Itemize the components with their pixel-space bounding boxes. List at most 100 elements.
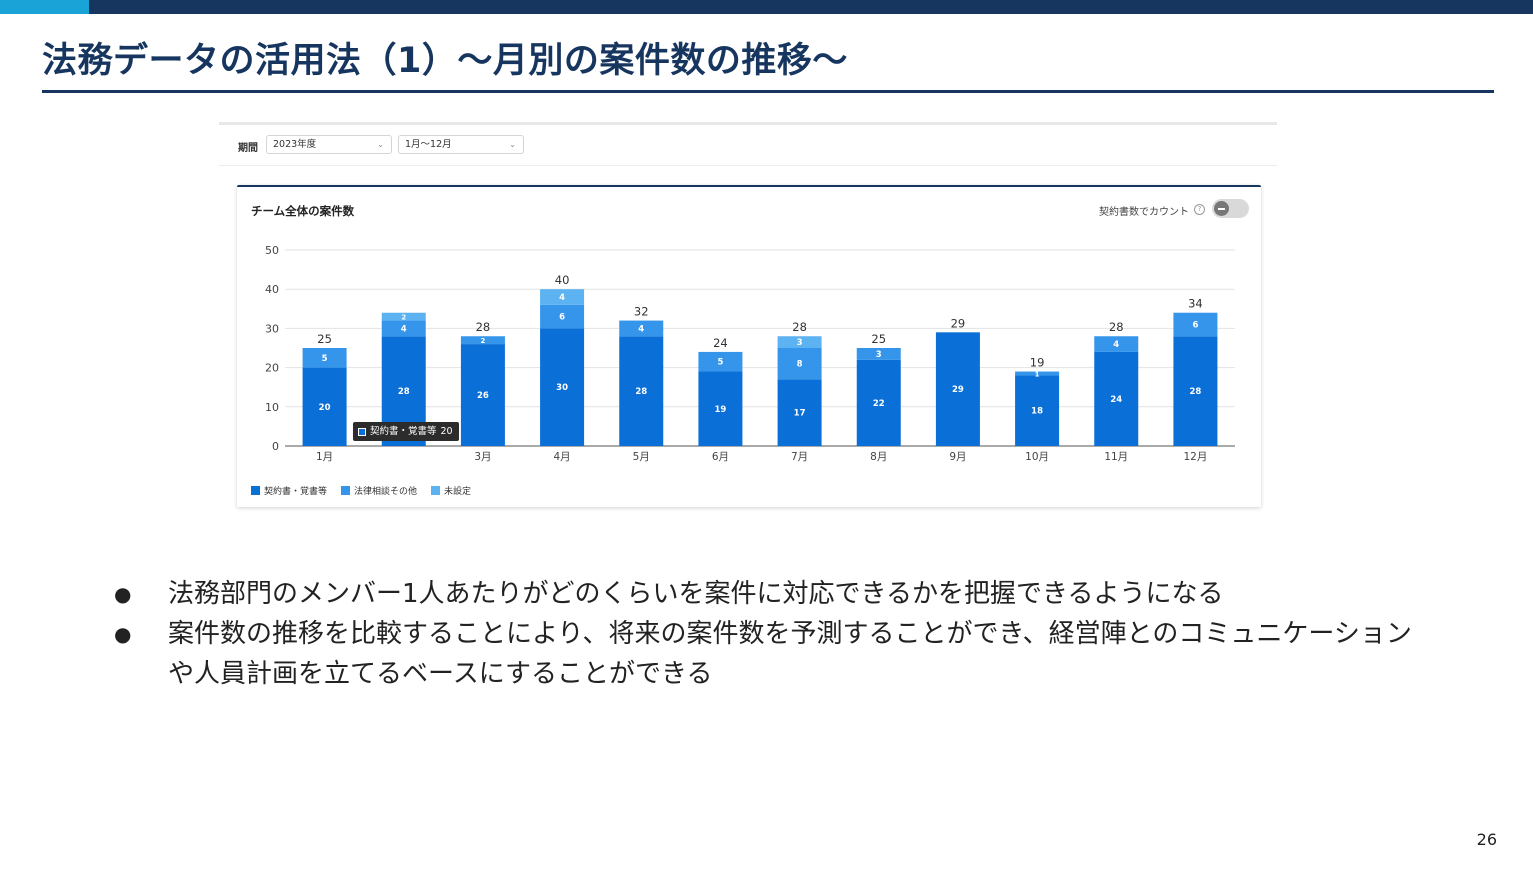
month-range-select[interactable]: 1月～12月 ⌄ (398, 135, 524, 154)
x-tick-label: 3月 (474, 451, 491, 463)
bar-value-label: 6 (559, 313, 565, 323)
legend-swatch (431, 486, 441, 495)
bar-segment (1015, 375, 1060, 446)
bar-segment (302, 348, 347, 368)
contract-count-toggle[interactable] (1212, 199, 1249, 218)
title-underline (42, 90, 1494, 93)
bar-segment (1173, 336, 1218, 446)
bar-value-label: 4 (1113, 340, 1119, 350)
chevron-down-icon: ⌄ (509, 140, 516, 149)
x-tick-label: 4月 (553, 451, 570, 463)
bar-segment (777, 336, 822, 348)
bar-segment (1094, 351, 1139, 446)
x-tick-label: 5月 (633, 451, 650, 463)
bar-segment (381, 312, 426, 321)
tooltip-label: 契約書・覚書等 (370, 426, 437, 437)
x-tick-label: 12月 (1183, 451, 1207, 463)
bar-segment (460, 336, 505, 345)
bar-segment (856, 348, 901, 360)
bar-total-label: 28 (792, 320, 807, 334)
bar-segment (777, 379, 822, 446)
bar-value-label: 4 (401, 324, 407, 334)
bar-value-label: 28 (398, 387, 410, 397)
page-number: 26 (1476, 830, 1497, 849)
bar-total-label: 25 (871, 332, 886, 346)
bar-value-label: 5 (717, 358, 723, 368)
chart-card: チーム全体の案件数 契約書数でカウント ? 0 10 20 30 40 50 20 5 25 1月… (237, 185, 1261, 507)
top-bar (89, 0, 1533, 14)
bar-value-label: 4 (638, 324, 644, 334)
bar-segment (540, 289, 585, 305)
legend-item[interactable]: 未設定 (431, 484, 471, 497)
contract-count-toggle-label: 契約書数でカウント (1099, 207, 1189, 218)
y-tick-label: 50 (265, 244, 279, 257)
bar-value-label: 24 (1110, 395, 1122, 405)
bar-value-label: 2 (480, 337, 485, 345)
bar-value-label: 5 (322, 354, 328, 364)
bar-value-label: 28 (635, 387, 647, 397)
bar-total-label: 40 (555, 273, 570, 287)
dashboard-screenshot: 期間 2023年度 ⌄ 1月～12月 ⌄ チーム全体の案件数 契約書数でカウント… (219, 122, 1277, 517)
tooltip-value: 20 (440, 426, 453, 437)
year-select[interactable]: 2023年度 ⌄ (266, 135, 392, 154)
bar-value-label: 3 (797, 338, 803, 348)
bar-value-label: 1 (1035, 370, 1040, 378)
bar-segment (540, 328, 585, 446)
bar-value-label: 20 (319, 403, 331, 413)
bar-value-label: 30 (556, 383, 568, 393)
y-tick-label: 20 (265, 362, 279, 375)
legend-swatch (341, 486, 351, 495)
bar-value-label: 22 (873, 399, 885, 409)
bar-value-label: 18 (1031, 407, 1043, 417)
bar-total-label: 25 (317, 332, 332, 346)
bar-segment (302, 367, 347, 446)
x-tick-label: 11月 (1104, 451, 1128, 463)
x-tick-label: 7月 (791, 451, 808, 463)
legend-swatch (251, 486, 260, 495)
bar-total-label: 24 (713, 336, 728, 350)
bar-total-label: 28 (476, 320, 491, 334)
bullet-dot-icon: ● (114, 622, 132, 646)
x-tick-label: 8月 (870, 451, 887, 463)
bar-value-label: 26 (477, 391, 489, 401)
bullet-dot-icon: ● (114, 582, 132, 606)
bar-total-label: 19 (1030, 356, 1045, 370)
bar-total-label: 32 (634, 305, 649, 319)
x-tick-label: 9月 (949, 451, 966, 463)
legend-item[interactable]: 契約書・覚書等 (251, 484, 327, 497)
bullet-list: ● 法務部門のメンバー1人あたりがどのくらいを案件に対応できるかを把握できるように… (112, 574, 1412, 694)
bar-segment (698, 371, 743, 446)
bar-value-label: 4 (559, 293, 565, 303)
bar-segment (856, 359, 901, 446)
chevron-down-icon: ⌄ (377, 140, 384, 149)
bar-segment (698, 351, 743, 372)
bar-segment (619, 336, 664, 446)
bar-value-label: 6 (1192, 320, 1198, 330)
bar-total-label: 34 (1188, 297, 1203, 311)
bar-value-label: 29 (952, 385, 964, 395)
bar-total-label: 29 (951, 316, 966, 330)
bar-value-label: 3 (876, 350, 882, 360)
x-tick-label: 10月 (1025, 451, 1049, 463)
legend-label: 契約書・覚書等 (264, 487, 328, 497)
bar-value-label: 19 (714, 405, 726, 415)
bar-segment (1015, 371, 1060, 376)
period-label: 期間 (238, 143, 258, 154)
bar-segment (460, 344, 505, 446)
filter-divider (219, 165, 1277, 166)
bar-value-label: 8 (797, 360, 803, 370)
chart-card-title: チーム全体の案件数 (251, 204, 355, 218)
tooltip-swatch (358, 427, 366, 436)
bar-tooltip: 契約書・覚書等 20 (353, 422, 459, 441)
y-tick-label: 10 (265, 401, 279, 414)
legend-label: 未設定 (444, 487, 472, 497)
toggle-knob (1214, 201, 1229, 216)
legend-label: 法律相談その他 (354, 487, 418, 497)
legend-item[interactable]: 法律相談その他 (341, 484, 417, 497)
bar-value-label: 28 (1189, 387, 1201, 397)
bullet-item: ● 案件数の推移を比較することにより、将来の案件数を予測することができ、経営陣との… (112, 614, 1412, 694)
help-icon[interactable]: ? (1194, 204, 1205, 215)
bar-segment (1173, 312, 1218, 337)
chart-legend: 契約書・覚書等 法律相談その他 未設定 (251, 484, 471, 497)
stacked-bar-chart: 01020304050205251月2842262283月3064404月284… (265, 244, 1235, 463)
